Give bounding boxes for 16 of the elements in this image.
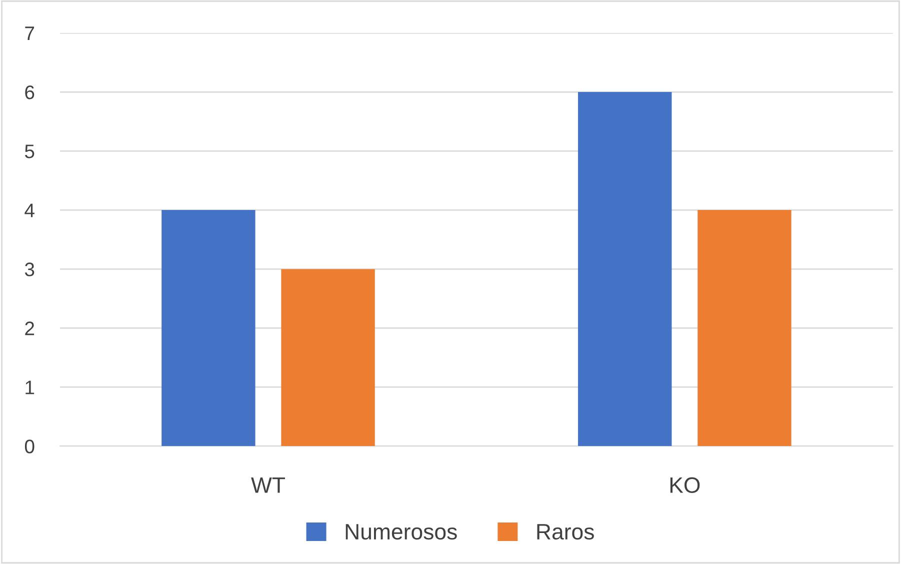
bar bbox=[698, 210, 792, 446]
y-tick-label: 5 bbox=[24, 144, 34, 158]
y-tick-label: 6 bbox=[25, 85, 34, 100]
legend-label: Raros bbox=[537, 524, 594, 540]
y-tick-label: 0 bbox=[24, 440, 34, 454]
legend-label: Numerosos bbox=[346, 524, 457, 540]
y-tick-label: 3 bbox=[24, 262, 34, 276]
y-tick-label: 4 bbox=[24, 204, 34, 218]
y-tick-label: 2 bbox=[25, 322, 34, 336]
bar bbox=[281, 269, 375, 446]
x-tick-label: WT bbox=[251, 477, 285, 493]
y-tick-label: 7 bbox=[25, 26, 34, 40]
bar bbox=[578, 92, 672, 446]
y-tick-label: 1 bbox=[26, 380, 34, 394]
bar bbox=[162, 210, 256, 446]
x-tick-label: KO bbox=[670, 477, 700, 494]
